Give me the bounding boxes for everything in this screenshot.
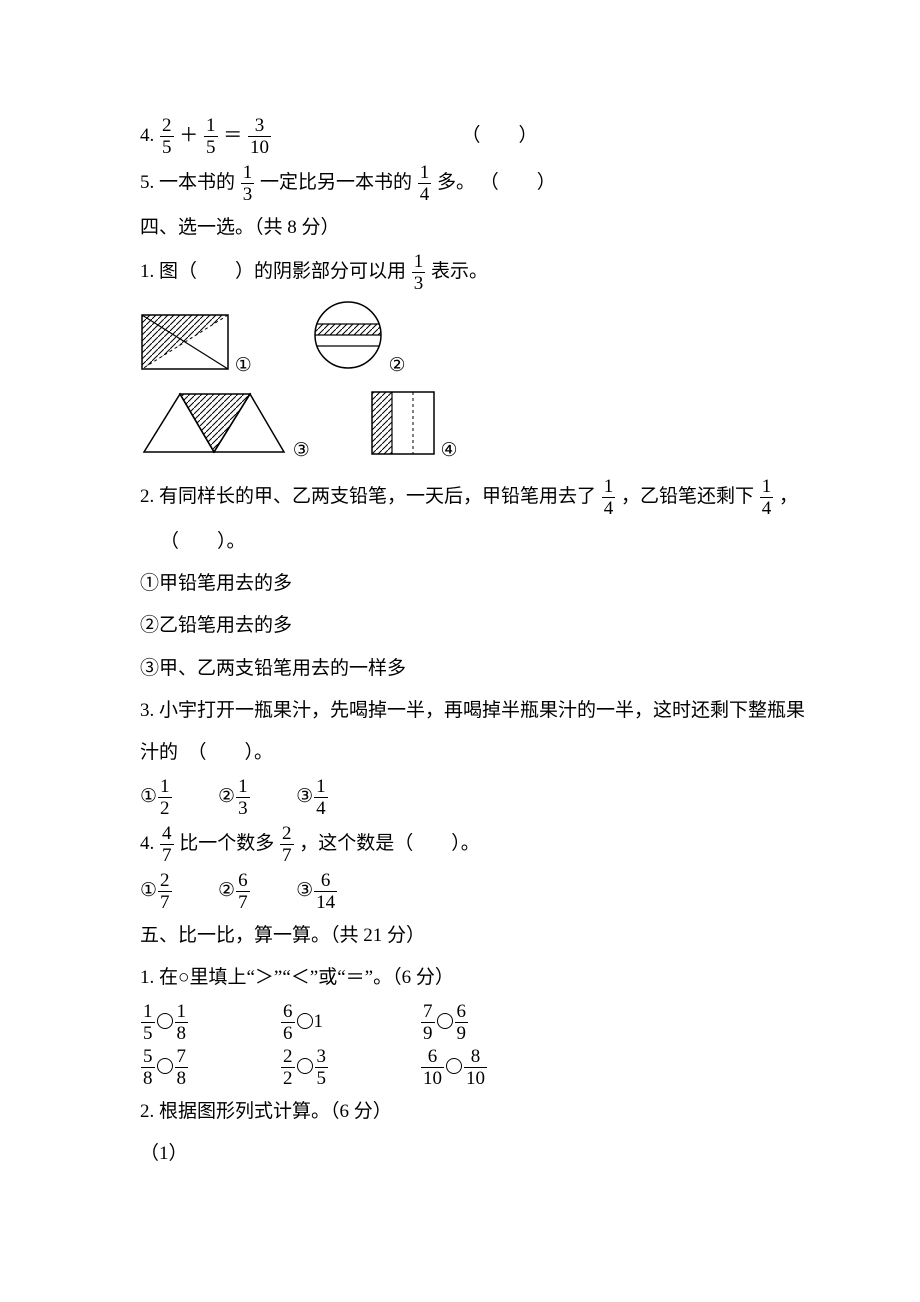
s4-q2-blank: （ ）。 <box>140 524 920 560</box>
s4-q2-opt2: ②乙铅笔用去的多 <box>140 608 920 644</box>
comparison-frac: 810 <box>464 1047 487 1088</box>
s4-q2-prefix: 2. 有同样长的甲、乙两支铅笔，一天后，甲铅笔用去了 <box>140 486 596 507</box>
figures-row-1: ① ② <box>140 299 920 384</box>
q4-prefix: 4. <box>140 125 154 146</box>
s4-q2-frac-a: 14 <box>602 477 616 518</box>
s5-q2-sub: （1） <box>140 1136 920 1172</box>
q5-suffix: 多。 <box>437 172 475 193</box>
s4-q4-o3f: 614 <box>314 871 337 912</box>
s4-q4-mid: 比一个数多 <box>179 833 274 854</box>
q4-blank: （ ） <box>462 125 538 146</box>
s4-q1: 1. 图（ ）的阴影部分可以用 13 表示。 <box>140 252 920 293</box>
circle-blank <box>157 1013 173 1029</box>
s5-q1: 1. 在○里填上“＞”“＜”或“＝”。（6 分） <box>140 960 920 996</box>
comparison-cell: 79 69 <box>420 1002 560 1043</box>
s4-q4-o1f: 27 <box>158 871 172 912</box>
s5-q2: 2. 根据图形列式计算。（6 分） <box>140 1094 920 1130</box>
circle-blank <box>297 1013 313 1029</box>
figure-4-svg <box>370 390 436 456</box>
s4-q3-o3f: 14 <box>314 777 328 818</box>
section-4-title: 四、选一选。（共 8 分） <box>140 210 920 246</box>
comparison-frac: 22 <box>281 1047 295 1088</box>
figure-2-svg <box>312 299 384 371</box>
figures-row-2: ③ ④ <box>140 390 920 469</box>
comparison-cell: 610 810 <box>420 1047 560 1088</box>
s4-q4-prefix: 4. <box>140 833 154 854</box>
q5-frac-a: 13 <box>241 163 255 204</box>
comparison-row: 58 78 22 35 610 810 <box>140 1047 920 1088</box>
figure-2: ② <box>312 299 406 384</box>
comparison-frac: 35 <box>315 1047 329 1088</box>
figure-1-svg <box>140 313 230 371</box>
comparison-row: 15186617969 <box>140 1002 920 1043</box>
q4-frac-b: 15 <box>204 116 218 157</box>
figure-3: ③ <box>140 390 310 469</box>
s4-q2-opt1: ①甲铅笔用去的多 <box>140 566 920 602</box>
figure-2-label: ② <box>389 356 406 375</box>
s4-q1-prefix: 1. 图（ ）的阴影部分可以用 <box>140 261 406 282</box>
circle-blank <box>437 1013 453 1029</box>
circle-blank <box>446 1058 462 1074</box>
q4-op2: ＝ <box>223 125 242 146</box>
comparison-cell: 22 35 <box>280 1047 420 1088</box>
comparison-frac: 18 <box>175 1002 189 1043</box>
figure-3-label: ③ <box>293 441 310 460</box>
s4-q4-frac-b: 27 <box>280 824 294 865</box>
comparison-frac: 79 <box>421 1002 435 1043</box>
s4-q1-suffix: 表示。 <box>431 261 488 282</box>
comparison-frac: 15 <box>141 1002 155 1043</box>
s4-q1-frac: 13 <box>412 252 426 293</box>
s4-q4-o2l: ② <box>218 880 235 901</box>
s4-q4: 4. 47 比一个数多 27 ，这个数是（ ）。 <box>140 824 920 865</box>
s4-q3-o1l: ① <box>140 786 157 807</box>
comparison-frac: 610 <box>421 1047 444 1088</box>
figure-1-label: ① <box>235 356 252 375</box>
comparison-text: 1 <box>314 1011 324 1032</box>
comparison-frac: 78 <box>175 1047 189 1088</box>
comparison-frac: 66 <box>281 1002 295 1043</box>
s4-q4-o2f: 67 <box>236 871 250 912</box>
figure-4-label: ④ <box>441 441 458 460</box>
s4-q2-suffix: ， <box>779 486 798 507</box>
s4-q3-options: ①12 ②13 ③14 <box>140 777 920 818</box>
q5-frac-b: 14 <box>418 163 432 204</box>
q5-prefix: 5. 一本书的 <box>140 172 235 193</box>
q4-frac-c: 310 <box>248 116 271 157</box>
question-4: 4. 25 ＋ 15 ＝ 310 （ ） <box>140 116 920 157</box>
s4-q3-o1f: 12 <box>158 777 172 818</box>
q5-mid: 一定比另一本书的 <box>260 172 412 193</box>
s4-q3-line1: 3. 小宇打开一瓶果汁，先喝掉一半，再喝掉半瓶果汁的一半，这时还剩下整瓶果 <box>140 693 920 729</box>
q4-op1: ＋ <box>179 125 198 146</box>
s4-q2: 2. 有同样长的甲、乙两支铅笔，一天后，甲铅笔用去了 14 ，乙铅笔还剩下 14… <box>140 477 920 518</box>
circle-blank <box>157 1058 173 1074</box>
figure-1: ① <box>140 313 252 384</box>
comparison-cell: 1518 <box>140 1002 280 1043</box>
comparison-cell: 58 78 <box>140 1047 280 1088</box>
section-5-title: 五、比一比，算一算。（共 21 分） <box>140 918 920 954</box>
s4-q4-suffix: ，这个数是（ ）。 <box>299 833 480 854</box>
comparison-frac: 69 <box>455 1002 469 1043</box>
s4-q2-frac-b: 14 <box>760 477 774 518</box>
s4-q2-mid: ，乙铅笔还剩下 <box>621 486 754 507</box>
s4-q4-frac-a: 47 <box>160 824 174 865</box>
q5-blank: （ ） <box>480 172 556 193</box>
s4-q3-line2: 汁的 （ ）。 <box>140 735 920 771</box>
s4-q4-options: ①27 ②67 ③614 <box>140 871 920 912</box>
comparison-frac: 58 <box>141 1047 155 1088</box>
s4-q3-o2f: 13 <box>236 777 250 818</box>
circle-blank <box>297 1058 313 1074</box>
s4-q2-opt3: ③甲、乙两支铅笔用去的一样多 <box>140 651 920 687</box>
figure-4: ④ <box>370 390 458 469</box>
s4-q3-o2l: ② <box>218 786 235 807</box>
question-5: 5. 一本书的 13 一定比另一本书的 14 多。 （ ） <box>140 163 920 204</box>
s4-q3-o3l: ③ <box>296 786 313 807</box>
comparison-cell: 66 1 <box>280 1002 420 1043</box>
q4-frac-a: 25 <box>160 116 174 157</box>
s4-q4-o3l: ③ <box>296 880 313 901</box>
comparison-container: 1518661796958782235610810 <box>140 1002 920 1088</box>
figure-3-svg <box>140 390 288 456</box>
s4-q4-o1l: ① <box>140 880 157 901</box>
